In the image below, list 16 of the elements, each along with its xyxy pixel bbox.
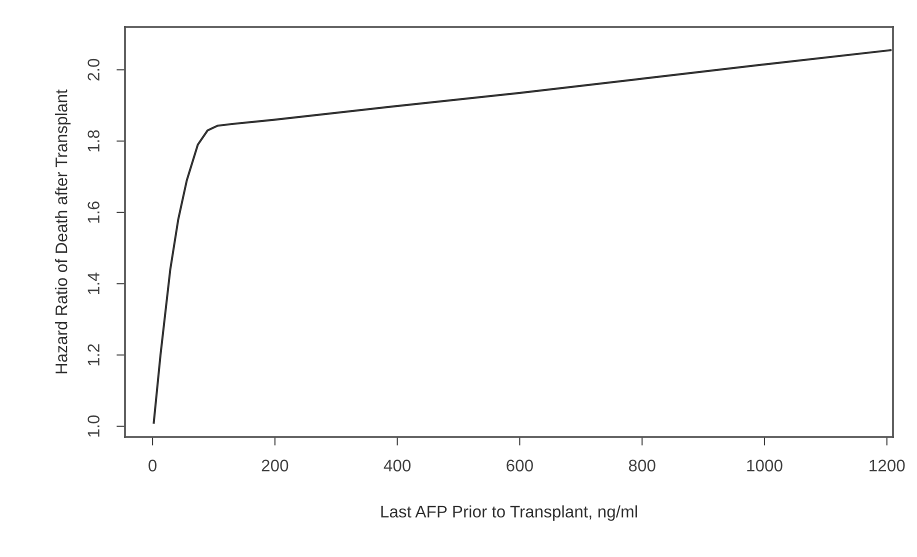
y-tick-label: 1.0	[88, 415, 100, 437]
x-tick-label: 1000	[747, 460, 782, 472]
y-tick-label: 1.2	[88, 344, 100, 366]
y-axis-title: Hazard Ratio of Death after Transplant	[55, 89, 71, 374]
x-tick-label: 200	[262, 460, 288, 472]
x-tick-label: 800	[628, 460, 656, 472]
x-tick-label: 400	[384, 460, 411, 472]
y-tick-label: 1.4	[88, 272, 100, 294]
x-axis-title: Last AFP Prior to Transplant, ng/ml	[381, 505, 637, 521]
line-series	[152, 49, 892, 424]
x-tick-label: 1200	[870, 460, 905, 472]
y-tick-label: 2.0	[88, 58, 100, 81]
x-tick-label: 600	[506, 460, 533, 472]
y-tick-label: 1.6	[88, 202, 100, 223]
y-tick-label: 1.8	[88, 130, 100, 152]
x-tick-label: 0	[148, 460, 157, 472]
